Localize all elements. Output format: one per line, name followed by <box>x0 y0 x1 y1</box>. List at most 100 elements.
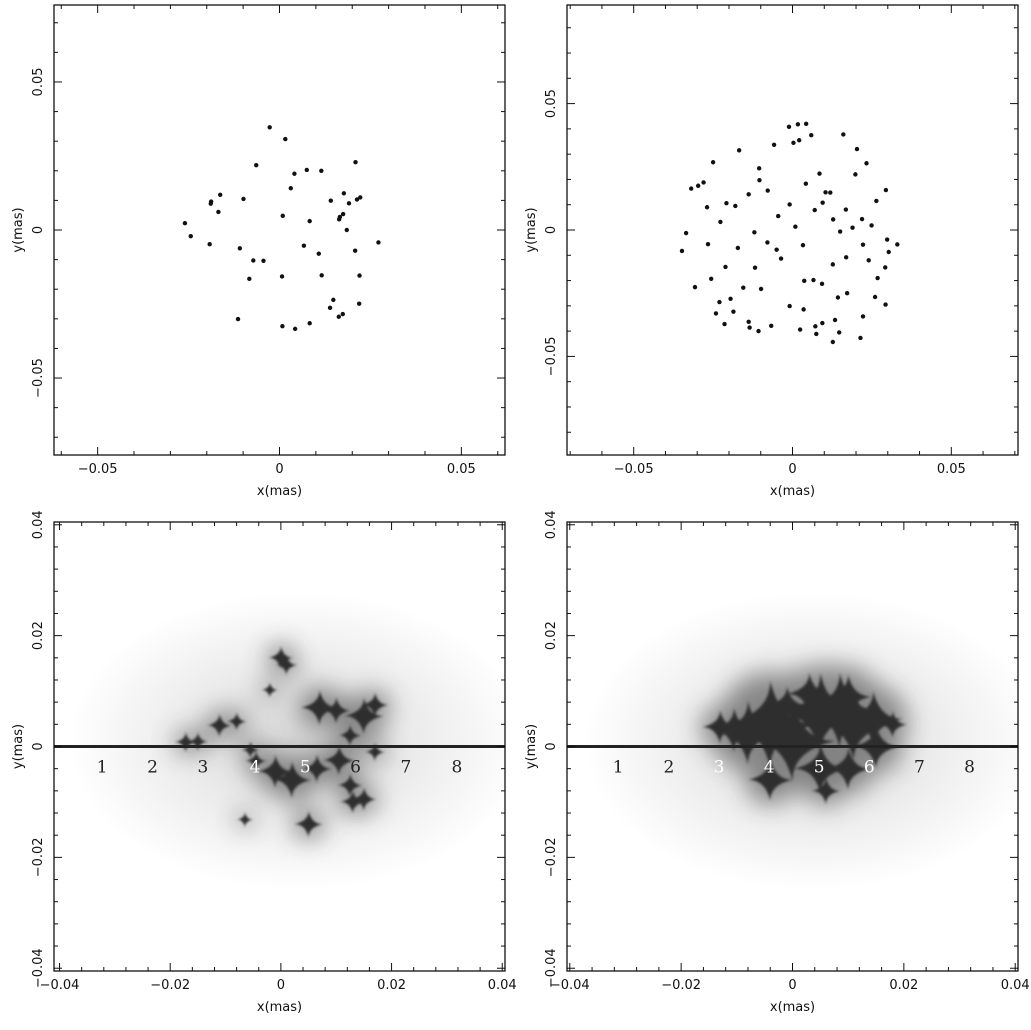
lens-point <box>797 327 803 332</box>
caustic <box>340 790 366 814</box>
lens-point <box>803 181 809 186</box>
lens-point <box>723 264 728 270</box>
lens-point <box>786 124 792 130</box>
x-tick-label: −0.02 <box>150 978 190 993</box>
lens-point <box>679 248 685 254</box>
y-tick-label: 0.02 <box>31 621 46 650</box>
lens-point <box>869 223 874 228</box>
lens-point <box>800 242 806 248</box>
lens-point <box>216 209 221 215</box>
lens-point <box>820 320 825 326</box>
x-tick-label: 0.05 <box>937 462 966 477</box>
lens-point <box>795 122 801 127</box>
lens-point <box>731 309 736 314</box>
lens-point <box>341 191 347 196</box>
caustic <box>825 747 871 790</box>
lens-point <box>251 258 256 263</box>
track-label: 8 <box>964 758 975 778</box>
lens-point <box>344 227 349 233</box>
plot-area <box>182 125 381 332</box>
y-axis-label: y(mas) <box>524 207 539 252</box>
lens-point <box>859 216 865 222</box>
lens-point <box>803 121 809 127</box>
magnification-halo <box>67 591 505 891</box>
lens-point <box>832 317 838 323</box>
x-tick-label: −0.05 <box>78 462 118 477</box>
lens-point <box>267 125 272 130</box>
x-axis-label: x(mas) <box>257 1000 302 1015</box>
caustic <box>825 674 872 719</box>
x-tick-label: 0.02 <box>377 978 406 993</box>
lens-point <box>752 265 758 270</box>
y-tick-label: 0 <box>544 226 559 234</box>
lens-point <box>886 249 891 255</box>
y-tick-label: 0.04 <box>544 510 559 539</box>
lens-point <box>356 301 362 306</box>
caustic <box>207 713 232 738</box>
caustic <box>811 777 841 805</box>
lens-point <box>823 190 828 195</box>
lens-point <box>319 273 324 278</box>
lens-point <box>844 291 850 296</box>
track-label: 3 <box>714 758 725 778</box>
lens-point <box>874 198 879 204</box>
lens-point <box>819 281 825 287</box>
y-axis-label: y(mas) <box>11 207 26 252</box>
y-axis-label: y(mas) <box>11 724 26 769</box>
caustic <box>188 732 208 751</box>
track-label: 3 <box>197 758 208 778</box>
lens-point <box>830 339 836 345</box>
scatter-points <box>182 125 381 332</box>
lens-point <box>875 275 880 281</box>
track-label: 6 <box>350 758 361 778</box>
axis-ticks <box>54 5 505 455</box>
lens-point <box>710 160 716 165</box>
y-tick-label: 0.02 <box>544 621 559 650</box>
lens-point <box>787 303 792 309</box>
lens-point <box>758 286 764 292</box>
lens-point <box>836 330 842 335</box>
lens-point <box>860 314 866 319</box>
lens-point <box>756 328 761 334</box>
lens-point <box>791 140 796 145</box>
lens-point <box>717 299 722 305</box>
lens-point <box>872 294 878 300</box>
x-tick-label: −0.05 <box>614 462 654 477</box>
x-tick-label: −0.04 <box>550 978 590 993</box>
caustic <box>702 710 738 744</box>
lens-point <box>695 183 701 188</box>
y-tick-label: 0.04 <box>31 510 46 539</box>
lens-point <box>247 276 252 282</box>
lens-point <box>280 213 285 218</box>
lens-point <box>207 242 212 247</box>
caustic <box>301 690 339 726</box>
track-label: 1 <box>97 758 108 778</box>
track-label: 8 <box>451 758 462 778</box>
y-tick-label: 0.05 <box>31 67 46 96</box>
lens-point <box>237 246 243 251</box>
lens-point <box>722 321 727 327</box>
lens-point <box>208 201 213 206</box>
lens-point <box>235 316 241 322</box>
x-axis-label: x(mas) <box>770 484 815 499</box>
caustic <box>322 697 351 724</box>
lens-point <box>292 326 298 332</box>
lens-point <box>352 248 358 253</box>
lens-point <box>218 192 223 197</box>
caustic <box>747 758 793 801</box>
lens-point <box>288 186 293 191</box>
lens-point <box>704 205 710 210</box>
lens-point <box>241 196 246 202</box>
track-label: 4 <box>764 758 775 778</box>
lens-point <box>776 213 781 219</box>
lens-point <box>688 186 694 191</box>
lens-point <box>746 319 751 324</box>
caustic <box>261 682 278 698</box>
lens-point <box>820 200 825 205</box>
lens-point <box>340 311 345 317</box>
lens-point <box>327 305 333 311</box>
track-label: 6 <box>864 758 875 778</box>
track-label: 7 <box>914 758 925 778</box>
x-tick-label: 0.04 <box>1001 978 1030 993</box>
caustic <box>351 787 377 811</box>
